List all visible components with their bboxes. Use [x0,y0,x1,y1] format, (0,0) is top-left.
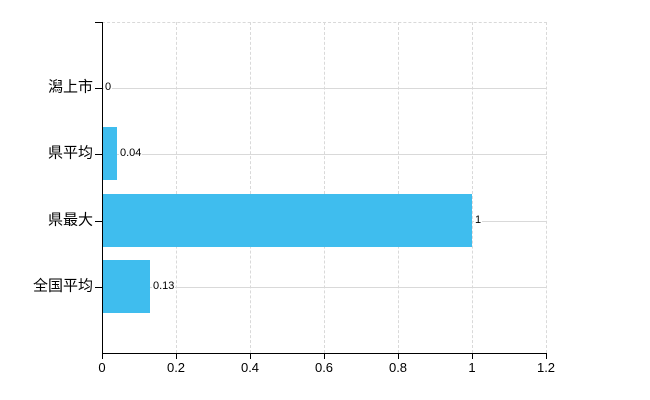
category-label: 県平均 [47,144,93,162]
x-tick-label: 0 [98,360,106,375]
x-tick [102,354,103,359]
x-gridline [176,22,177,353]
x-tick [250,354,251,359]
category-label: 県最大 [47,211,93,229]
category-label: 全国平均 [32,277,93,295]
y-tick [95,22,102,23]
y-gridline [103,287,547,288]
bar-value-label: 0 [104,80,113,95]
y-tick [95,88,102,89]
x-gridline [398,22,399,353]
x-tick [398,354,399,359]
bar [103,260,150,313]
x-tick [176,354,177,359]
bar [103,194,472,247]
y-tick [95,221,102,222]
bar [103,127,117,180]
x-gridline [324,22,325,353]
x-tick [324,354,325,359]
y-tick [95,287,102,288]
x-axis-line [102,353,547,354]
x-tick [472,354,473,359]
y-tick [95,154,102,155]
x-gridline [546,22,547,353]
x-tick-label: 0.8 [388,360,408,375]
x-gridline [472,22,473,353]
y-axis-line [102,22,103,353]
x-tick [546,354,547,359]
category-label: 潟上市 [47,78,93,96]
bar-value-label: 0.04 [119,146,143,161]
x-gridline [250,22,251,353]
x-tick-label: 1 [468,360,476,375]
x-tick-label: 1.2 [536,360,556,375]
x-tick-label: 0.6 [314,360,334,375]
y-gridline [103,154,547,155]
x-tick-label: 0.2 [166,360,186,375]
bar-value-label: 0.13 [152,279,176,294]
bar-value-label: 1 [474,213,483,228]
x-tick-label: 0.4 [240,360,260,375]
y-gridline [103,88,547,89]
